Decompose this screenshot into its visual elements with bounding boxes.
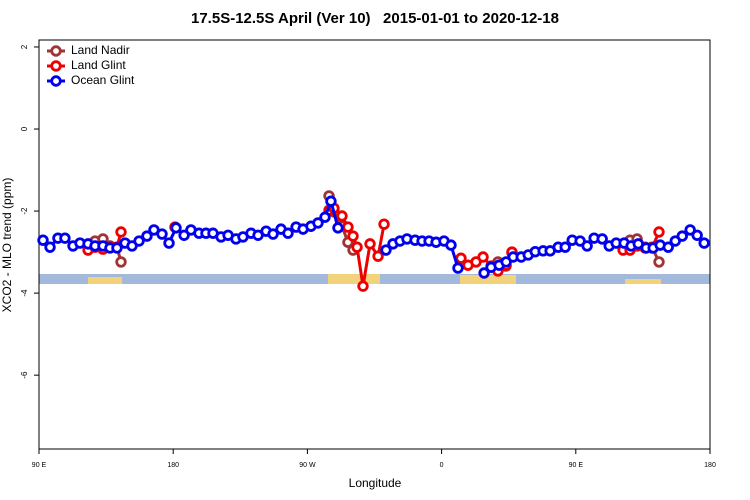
point bbox=[684, 224, 696, 236]
point bbox=[59, 232, 71, 244]
point bbox=[325, 195, 337, 207]
x-tick-label: 180 bbox=[167, 462, 179, 469]
y-tick-label: -4 bbox=[20, 289, 29, 297]
point bbox=[133, 235, 145, 247]
point bbox=[170, 222, 182, 234]
x-tick-label: 0 bbox=[440, 462, 444, 469]
point bbox=[662, 241, 674, 253]
point bbox=[163, 237, 175, 249]
y-tick-label: -6 bbox=[20, 371, 29, 379]
point bbox=[478, 267, 490, 279]
legend-marker bbox=[50, 75, 62, 87]
point bbox=[581, 240, 593, 252]
point bbox=[336, 210, 348, 222]
point bbox=[477, 251, 489, 263]
legend-marker bbox=[50, 45, 62, 57]
point bbox=[559, 241, 571, 253]
y-tick-label: 2 bbox=[20, 44, 29, 49]
point bbox=[267, 228, 279, 240]
point bbox=[452, 262, 464, 274]
y-tick-label: -2 bbox=[20, 207, 29, 215]
land-patch bbox=[328, 274, 380, 284]
point bbox=[653, 226, 665, 238]
x-tick-label: 180 bbox=[704, 462, 716, 469]
land-patch bbox=[460, 275, 516, 284]
chart-title: 17.5S-12.5S April (Ver 10) 2015-01-01 to… bbox=[191, 10, 559, 27]
point bbox=[44, 241, 56, 253]
x-axis-label: Longitude bbox=[349, 476, 402, 490]
point bbox=[676, 230, 688, 242]
point bbox=[455, 252, 467, 264]
y-axis-label: XCO2 - MLO trend (ppm) bbox=[0, 178, 14, 313]
point bbox=[319, 211, 331, 223]
point bbox=[342, 221, 354, 233]
x-tick-label: 90 E bbox=[32, 462, 47, 469]
point bbox=[378, 218, 390, 230]
point bbox=[372, 250, 384, 262]
land-patch bbox=[88, 277, 122, 284]
point bbox=[596, 233, 608, 245]
x-tick-label: 90 E bbox=[569, 462, 584, 469]
y-tick-label: 0 bbox=[20, 126, 29, 131]
legend-label: Land Nadir bbox=[71, 43, 130, 57]
legend-label: Land Glint bbox=[71, 58, 126, 72]
point bbox=[364, 238, 376, 250]
point bbox=[111, 242, 123, 254]
legend-label: Ocean Glint bbox=[71, 73, 135, 87]
land-patch bbox=[625, 279, 661, 284]
point bbox=[357, 280, 369, 292]
point bbox=[37, 234, 49, 246]
point bbox=[445, 239, 457, 251]
plot-frame bbox=[38, 39, 711, 450]
point bbox=[380, 244, 392, 256]
legend-marker bbox=[50, 60, 62, 72]
point bbox=[156, 228, 168, 240]
point bbox=[312, 217, 324, 229]
point bbox=[351, 241, 363, 253]
point bbox=[691, 229, 703, 241]
x-tick-label: 90 W bbox=[299, 462, 316, 469]
point bbox=[698, 237, 710, 249]
point bbox=[653, 256, 665, 268]
point bbox=[282, 227, 294, 239]
point bbox=[115, 256, 127, 268]
land-mask bbox=[39, 274, 710, 284]
point bbox=[347, 230, 359, 242]
point bbox=[115, 226, 127, 238]
point bbox=[141, 230, 153, 242]
point bbox=[332, 222, 344, 234]
